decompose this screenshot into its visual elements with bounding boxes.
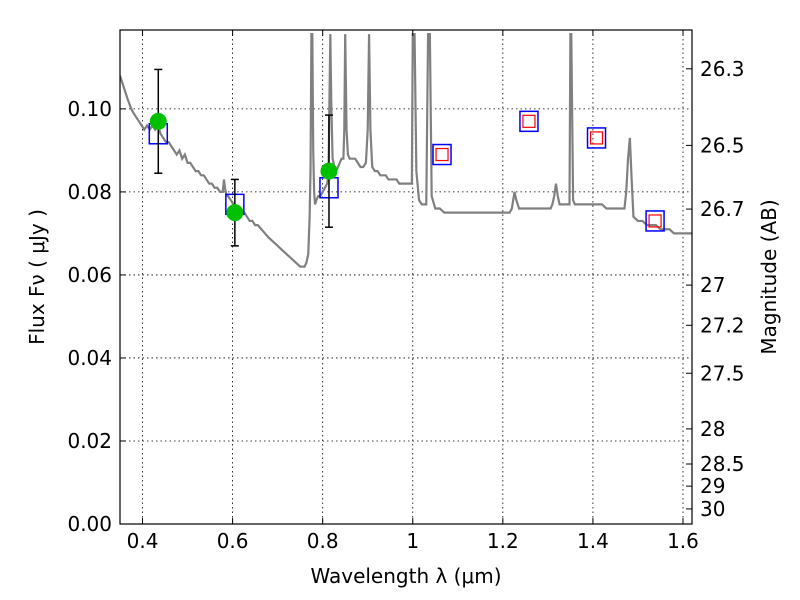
x-tick-label: 1.2 (487, 529, 519, 553)
x-axis-title: Wavelength λ (μm) (310, 564, 501, 588)
y2-tick-label: 28 (700, 417, 725, 441)
x-tick-label: 0.6 (217, 529, 249, 553)
model-band-square-inner (589, 131, 604, 145)
y-tick-label: 0.08 (67, 180, 112, 204)
y-axis-title: Flux Fν ( μJy ) (25, 209, 49, 345)
x-tick-label: 1.4 (577, 529, 609, 553)
y2-tick-label: 30 (700, 497, 725, 521)
y2-tick-label: 26.7 (700, 197, 745, 221)
plot-frame (119, 29, 693, 525)
model-spectrum-line (120, 33, 692, 268)
x-axis: 0.4 0.6 0.8 1 1.2 1.4 1.6 (127, 30, 699, 553)
y2-tick-label: 29 (700, 474, 725, 498)
y-tick-label: 0.06 (67, 263, 112, 287)
y2-tick-label: 28.5 (700, 452, 745, 476)
observed-point (226, 204, 244, 222)
model-band-square (432, 143, 452, 166)
model-band-square (586, 127, 607, 149)
y-tick-label: 0.04 (67, 346, 112, 370)
y2-tick-label: 26.5 (700, 133, 745, 157)
model-band-square (519, 110, 539, 133)
y-axis-flux: 0.00 0.02 0.04 0.06 0.08 0.10 (67, 97, 126, 536)
x-tick-label: 0.8 (307, 529, 339, 553)
y-tick-label: 0.00 (67, 512, 112, 536)
y-tick-label: 0.10 (67, 97, 112, 121)
y2-tick-label: 27.5 (700, 361, 745, 385)
x-tick-label: 0.4 (127, 529, 159, 553)
model-band-square-inner (648, 214, 662, 228)
y-tick-label: 0.02 (67, 429, 112, 453)
x-tick-label: 1.6 (667, 529, 699, 553)
x-tick-label: 1 (406, 529, 419, 553)
y2-tick-label: 26.3 (700, 57, 745, 81)
plot-area (120, 33, 692, 268)
y2-tick-label: 27 (700, 273, 725, 297)
observed-point (149, 112, 167, 130)
y2-tick-label: 27.2 (700, 313, 745, 337)
model-band-square (645, 210, 665, 232)
model-band-square-inner (522, 114, 536, 128)
model-band-square-inner (435, 147, 449, 162)
observed-point (320, 162, 338, 180)
y2-axis-title: Magnitude (AB) (757, 199, 781, 354)
